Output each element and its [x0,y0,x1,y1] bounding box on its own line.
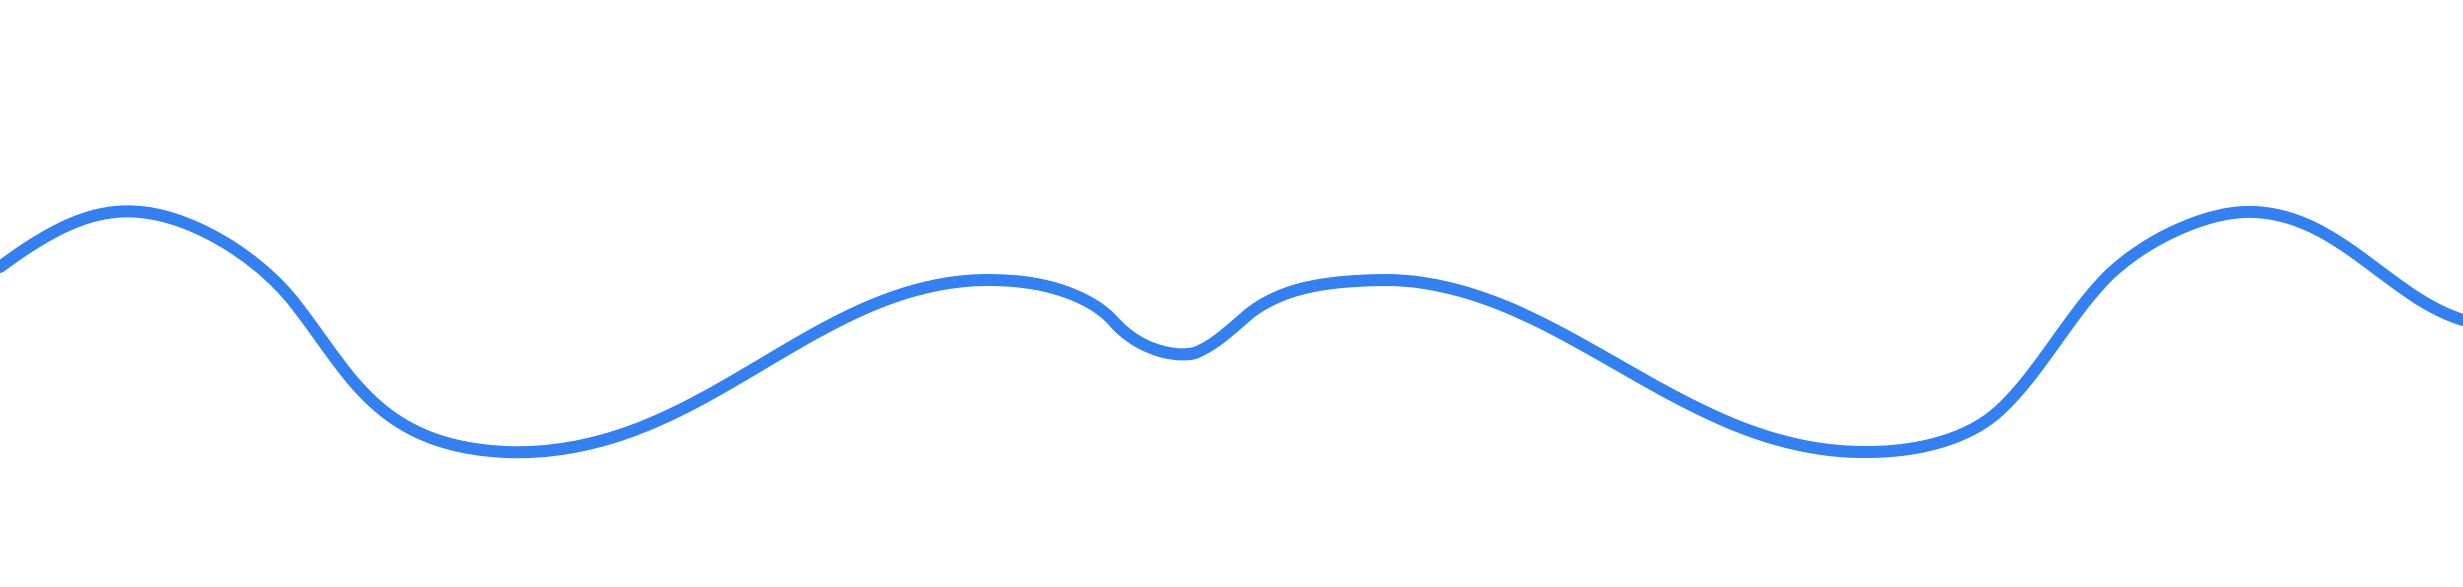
wavy-line [0,205,2463,459]
